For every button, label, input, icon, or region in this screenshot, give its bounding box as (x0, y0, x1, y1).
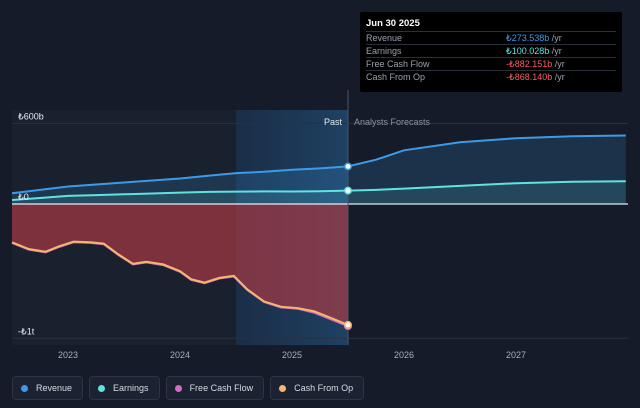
cash-from-op-line (11, 240, 349, 326)
tooltip-unit: /yr (549, 33, 562, 43)
data-point (344, 162, 352, 171)
forecast-label: Analysts Forecasts (354, 117, 431, 127)
legend-label: Cash From Op (294, 383, 354, 393)
tooltip-unit: /yr (552, 72, 565, 82)
legend-label: Free Cash Flow (189, 383, 254, 393)
earnings-line (11, 180, 626, 201)
tooltip-unit: /yr (552, 59, 565, 69)
y-tick-label: -₺1t (18, 326, 35, 336)
tooltip-value: -₺882.151b (506, 59, 553, 69)
data-tooltip: Jun 30 2025 Revenue ₺273.538b /yr Earnin… (360, 12, 622, 92)
y-tick-label: ₺0 (18, 192, 29, 202)
tooltip-label: Cash From Op (366, 72, 426, 82)
tooltip-row-fcf: Free Cash Flow -₺882.151b /yr (366, 57, 616, 71)
revenue-area (12, 135, 626, 204)
tooltip-label: Revenue (366, 33, 403, 43)
x-tick-label: 2023 (58, 350, 78, 360)
tooltip-date: Jun 30 2025 (366, 18, 420, 29)
legend-dot-icon (98, 384, 106, 392)
tooltip-value: ₺100.028b (506, 46, 550, 56)
legend-item-free-cash-flow[interactable]: Free Cash Flow (165, 376, 265, 400)
earnings-area (12, 181, 626, 204)
past-label: Past (324, 117, 343, 127)
data-point (344, 186, 352, 195)
x-tick-label: 2025 (282, 350, 302, 360)
legend-dot-icon (21, 384, 28, 392)
legend-label: Earnings (113, 383, 149, 393)
tooltip-unit: /yr (549, 46, 562, 56)
y-tick-label: ₺600b (18, 111, 44, 121)
legend-item-revenue[interactable]: Revenue (12, 376, 84, 400)
free-cash-flow-area (12, 204, 348, 327)
tooltip-row-cfo: Cash From Op -₺868.140b /yr (366, 70, 616, 84)
x-tick-label: 2027 (506, 350, 526, 360)
tooltip-row-earnings: Earnings ₺100.028b /yr (366, 44, 616, 58)
legend-item-earnings[interactable]: Earnings (89, 376, 160, 400)
x-tick-label: 2026 (394, 350, 414, 360)
data-point (344, 320, 352, 329)
revenue-line (11, 134, 626, 195)
chart-legend: Revenue Earnings Free Cash Flow Cash Fro… (12, 376, 365, 400)
chart-canvas: ₺600b ₺0 -₺1t 2023 2024 2025 2026 2027 Past Analy… (11, 90, 628, 360)
x-tick-label: 2024 (170, 350, 190, 360)
tooltip-value: -₺868.140b (506, 72, 553, 82)
tooltip-label: Earnings (366, 46, 402, 56)
tooltip-row-revenue: Revenue ₺273.538b /yr (366, 31, 616, 45)
legend-label: Revenue (36, 383, 73, 393)
legend-dot-icon (174, 384, 182, 392)
legend-item-cash-from-op[interactable]: Cash From Op (270, 376, 365, 400)
tooltip-label: Free Cash Flow (366, 59, 430, 69)
tooltip-value: ₺273.538b (506, 33, 550, 43)
legend-dot-icon (279, 384, 287, 392)
